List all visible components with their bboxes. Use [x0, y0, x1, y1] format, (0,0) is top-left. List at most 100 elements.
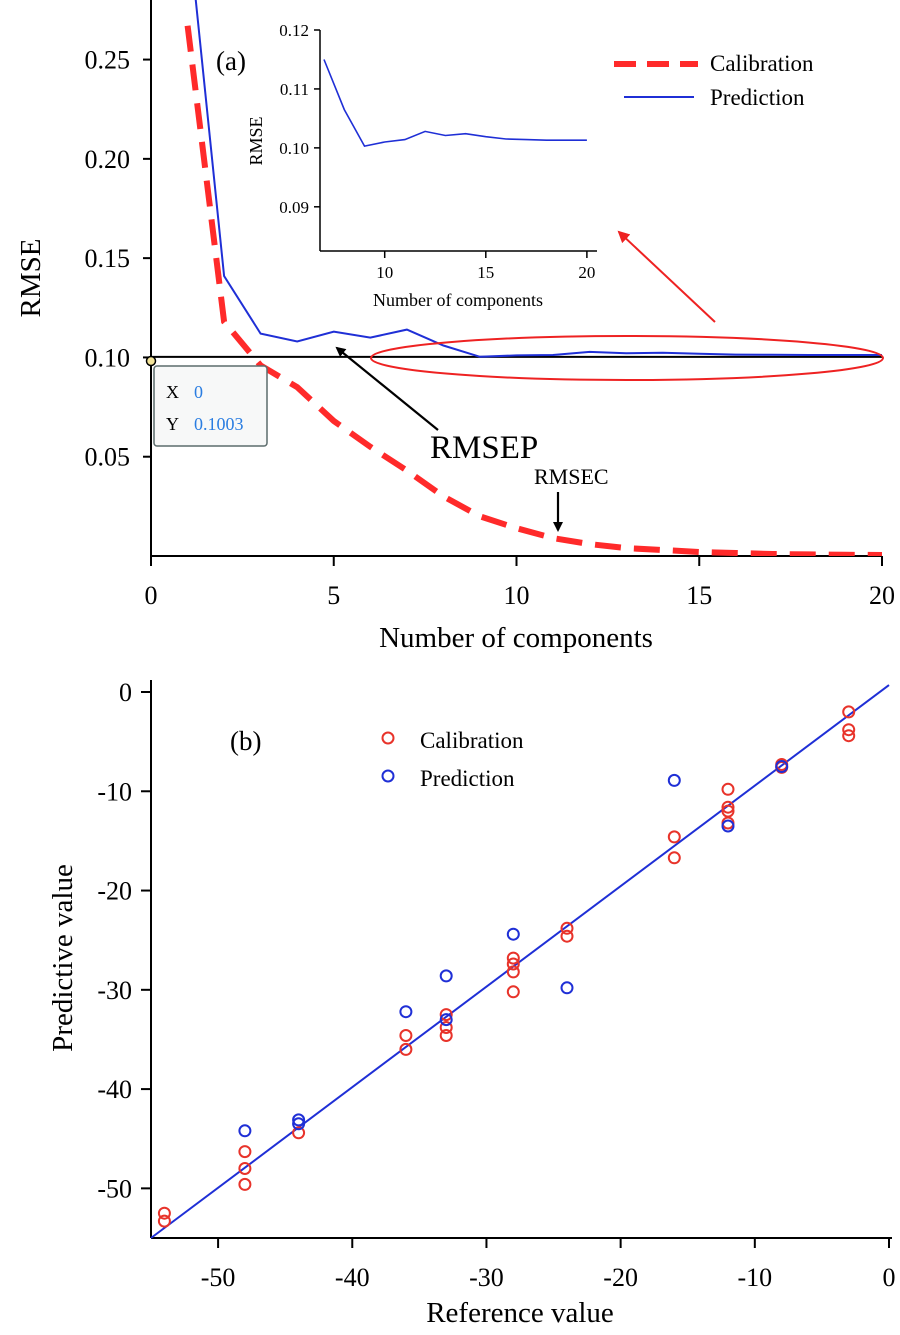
y-tick-label: 0.15: [85, 244, 131, 273]
fit-line: [150, 684, 890, 1239]
y-tick-label: -50: [97, 1174, 132, 1203]
prediction-point: [399, 1005, 413, 1019]
legend-calibration-label: Calibration: [710, 51, 814, 76]
x-tick-label: 0: [145, 581, 158, 610]
prediction-point: [506, 927, 520, 941]
calibration-point: [842, 705, 856, 719]
prediction-line: [194, 0, 882, 358]
calibration-point: [667, 830, 681, 844]
prediction-point: [292, 1113, 306, 1127]
panel-b-scatter-chart: 0 -10 -20 -30 -40 -50 -50 -40 -30 -20 -10 0 Refere…: [47, 678, 896, 1329]
x-tick-label: 0: [883, 1263, 896, 1292]
panel-a-rmse-chart: 0.05 0.10 0.15 0.20 0.25 0 5 10 15 20 Number of …: [15, 0, 895, 654]
panel-b-y-ticks: 0 -10 -20 -30 -40 -50: [97, 678, 151, 1203]
tooltip-x-label: X: [166, 382, 179, 402]
inset-chart: 0.09 0.10 0.11 0.12 10 15 20 Number of compon…: [246, 21, 597, 310]
data-tooltip: X 0 Y 0.1003: [153, 365, 268, 447]
x-tick-label: -40: [335, 1263, 370, 1292]
calibration-point: [439, 1008, 453, 1022]
legend-calibration-marker: [381, 731, 395, 745]
calibration-point: [439, 1029, 453, 1042]
panel-b-x-ticks: -50 -40 -30 -20 -10 0: [201, 1238, 896, 1292]
y-tick-label: -10: [97, 777, 132, 806]
panel-a-x-axis-title: Number of components: [379, 622, 653, 654]
calibration-point: [399, 1042, 413, 1056]
calibration-point: [157, 1206, 171, 1220]
y-tick-label: -20: [97, 877, 132, 906]
calibration-point: [439, 1021, 453, 1034]
calibration-point: [238, 1145, 252, 1159]
inset-x-tick-label: 15: [477, 263, 494, 282]
prediction-point: [238, 1124, 252, 1138]
panel-a-label: (a): [216, 46, 246, 76]
calibration-point: [238, 1162, 252, 1175]
panel-a-y-axis-title: RMSE: [15, 239, 47, 318]
y-tick-label: 0.20: [85, 145, 131, 174]
inset-prediction-line: [323, 59, 587, 148]
inset-x-tick-label: 10: [376, 263, 393, 282]
calibration-point: [721, 782, 735, 796]
calibration-point: [560, 929, 574, 943]
rmsec-annotation: RMSEC: [534, 464, 609, 489]
tooltip-y-value: 0.1003: [194, 414, 244, 434]
prediction-point: [439, 1013, 453, 1027]
panel-a-y-ticks: 0.05 0.10 0.15 0.20 0.25: [85, 46, 151, 472]
prediction-point: [292, 1117, 306, 1131]
prediction-point: [439, 969, 453, 983]
calibration-point: [506, 985, 520, 999]
legend-prediction-label: Prediction: [710, 85, 805, 110]
y-tick-label: 0: [119, 678, 132, 707]
calibration-line: [184, 25, 883, 556]
calibration-point: [842, 729, 856, 743]
calibration-point: [238, 1177, 252, 1191]
y-tick-label: -30: [97, 976, 132, 1005]
calibration-point: [292, 1126, 306, 1140]
x-tick-label: 20: [869, 581, 895, 610]
inset-x-axis-title: Number of components: [373, 290, 543, 310]
calibration-point: [506, 951, 520, 965]
calibration-point: [842, 723, 856, 737]
prediction-point: [721, 819, 735, 833]
panel-a-x-ticks: 0 5 10 15 20: [145, 556, 895, 610]
inset-y-axis-title: RMSE: [246, 116, 266, 165]
prediction-point: [560, 981, 574, 995]
y-tick-label: -40: [97, 1075, 132, 1104]
y-tick-label: 0.05: [85, 443, 131, 472]
rmsep-annotation: RMSEP: [430, 430, 538, 466]
panel-b-legend: Calibration Prediction: [381, 728, 524, 791]
highlight-ellipse: [370, 335, 884, 381]
y-tick-label: 0.10: [85, 343, 131, 372]
x-tick-label: -30: [469, 1263, 504, 1292]
tooltip-y-label: Y: [166, 414, 179, 434]
legend-prediction-label: Prediction: [420, 766, 515, 791]
calibration-point: [506, 957, 520, 971]
calibration-point: [560, 921, 574, 935]
y-tick-label: 0.25: [85, 46, 131, 75]
calibration-point: [721, 800, 735, 814]
inset-x-tick-label: 20: [578, 263, 595, 282]
inset-y-tick-label: 0.10: [279, 139, 309, 158]
x-tick-label: -10: [737, 1263, 772, 1292]
panel-b-label: (b): [230, 726, 261, 756]
panel-a-legend: Calibration Prediction: [614, 51, 814, 110]
tooltip-anchor-point[interactable]: [145, 355, 157, 367]
panel-b-x-axis-title: Reference value: [426, 1297, 614, 1329]
legend-calibration-label: Calibration: [420, 728, 524, 753]
x-tick-label: -50: [201, 1263, 236, 1292]
rmsep-arrow: [335, 346, 439, 431]
x-tick-label: 10: [504, 581, 530, 610]
x-tick-label: 15: [686, 581, 712, 610]
inset-y-tick-label: 0.09: [279, 198, 309, 217]
inset-x-ticks: 10 15 20: [376, 251, 595, 282]
calibration-point: [667, 851, 681, 865]
scatter-points: [157, 705, 856, 1228]
tooltip-box: [153, 365, 268, 447]
calibration-point: [399, 1029, 413, 1042]
prediction-point: [667, 773, 681, 787]
calibration-point: [157, 1214, 171, 1228]
legend-prediction-marker: [381, 769, 395, 783]
prediction-point: [775, 760, 789, 773]
x-tick-label: 5: [327, 581, 340, 610]
tooltip-x-value: 0: [194, 382, 203, 402]
